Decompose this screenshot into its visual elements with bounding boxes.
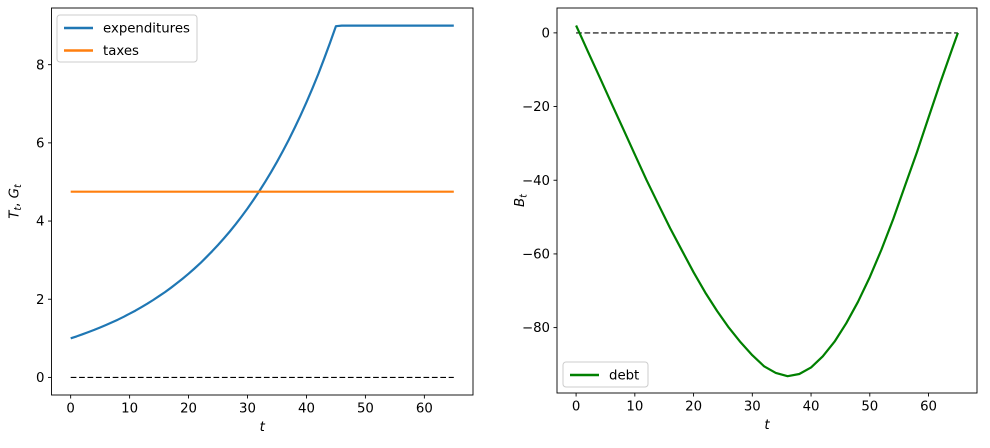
x-tick-label: 0 xyxy=(66,402,74,417)
axes-frame xyxy=(556,7,978,394)
x-tick-label: 60 xyxy=(416,402,433,417)
y-tick-label: −20 xyxy=(522,100,550,115)
x-tick-label: 10 xyxy=(626,400,643,415)
x-axis-label: t xyxy=(260,420,266,435)
y-tick-label: 0 xyxy=(542,26,550,41)
series-debt-line xyxy=(575,25,959,378)
y-tick-label: 8 xyxy=(36,58,44,73)
x-tick-label: 40 xyxy=(803,400,820,415)
x-tick-label: 50 xyxy=(357,402,374,417)
y-tick-label: 0 xyxy=(36,371,44,386)
y-tick-label: 2 xyxy=(36,293,44,308)
y-tick-label: −60 xyxy=(522,248,550,263)
y-tick-label: 4 xyxy=(36,215,44,230)
y-tick-label: 6 xyxy=(36,136,44,151)
x-tick-label: 30 xyxy=(744,400,761,415)
x-tick-label: 20 xyxy=(685,400,702,415)
x-tick-label: 60 xyxy=(920,400,937,415)
x-tick-label: 40 xyxy=(298,402,315,417)
series-expenditures-line xyxy=(70,24,454,340)
x-tick-label: 50 xyxy=(861,400,878,415)
legend: expenditures taxes xyxy=(56,14,198,63)
axes-frame xyxy=(51,7,474,396)
y-tick-label: −40 xyxy=(522,174,550,189)
x-tick-label: 10 xyxy=(121,402,138,417)
x-tick-label: 20 xyxy=(180,402,197,417)
x-tick-label: 0 xyxy=(572,400,580,415)
x-axis-label: t xyxy=(764,418,770,433)
axes-right-panel: 0 10 20 30 40 50 60 0 −20 −40 −60 −80 t Bt debt xyxy=(513,7,978,433)
legend: debt xyxy=(562,361,649,388)
x-tick-label: 30 xyxy=(239,402,256,417)
axes-left-panel: 0 10 20 30 40 50 60 0 2 4 6 8 t Tt, Gt expenditures tax… xyxy=(8,7,474,435)
y-axis-label: Tt, Gt xyxy=(8,183,25,219)
y-tick-label: −80 xyxy=(522,321,550,336)
legend-label-taxes: taxes xyxy=(103,44,139,59)
legend-box xyxy=(562,361,649,388)
legend-label-expenditures: expenditures xyxy=(103,22,190,37)
y-axis-label: Bt xyxy=(513,193,530,207)
legend-label-debt: debt xyxy=(609,369,639,384)
